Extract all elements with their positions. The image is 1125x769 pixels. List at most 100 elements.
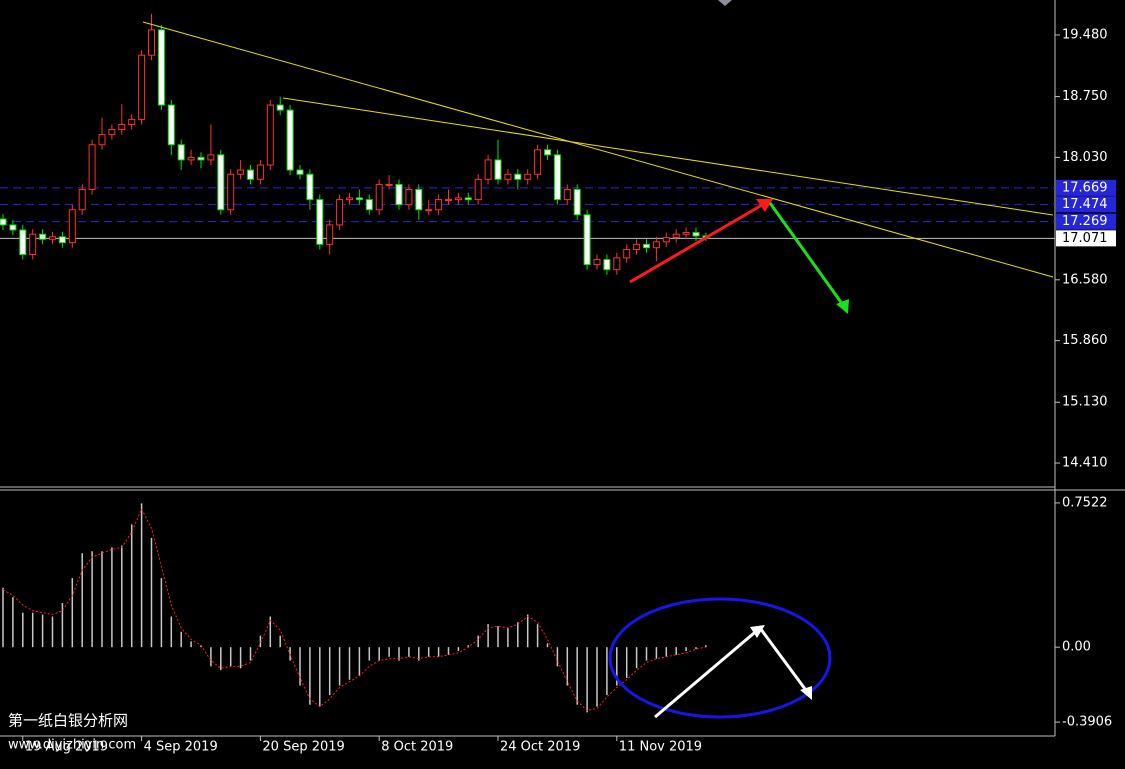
- candle-body: [207, 154, 215, 161]
- candle-body: [504, 173, 512, 180]
- candle-body: [108, 129, 116, 136]
- x-tick-label: 20 Sep 2019: [262, 740, 344, 755]
- candle-body: [336, 199, 344, 226]
- candle-body: [58, 236, 66, 244]
- watermark: www.diyizhiyin.com: [8, 738, 136, 753]
- candle-body: [237, 169, 245, 175]
- candle-body: [385, 183, 393, 186]
- arrow-head: [836, 299, 849, 314]
- candle-body: [445, 199, 452, 202]
- candle-body: [227, 173, 235, 211]
- candle-body: [98, 134, 106, 146]
- candle-body: [553, 154, 561, 201]
- candle-body: [534, 149, 542, 175]
- candle-body: [296, 169, 304, 175]
- candle-body: [623, 248, 631, 259]
- x-tick-label: 24 Oct 2019: [500, 740, 580, 755]
- last-price-box: [1056, 230, 1116, 247]
- candle-body: [88, 144, 96, 190]
- candle-body: [573, 188, 581, 216]
- candle-body: [672, 233, 680, 239]
- trend-line: [142, 21, 1054, 278]
- y-tick-label: 15.860: [1062, 333, 1108, 348]
- candle-body: [316, 199, 324, 245]
- candle-body: [19, 229, 27, 255]
- candle-body: [39, 233, 47, 240]
- candle-body: [464, 197, 472, 201]
- candle-body: [563, 188, 571, 201]
- candle-body: [633, 243, 641, 250]
- candle-body: [167, 104, 175, 146]
- candle-body: [514, 173, 522, 180]
- candle-body: [177, 144, 185, 161]
- candle-body: [118, 123, 126, 131]
- candle-body: [652, 241, 660, 249]
- candle-body: [484, 159, 492, 180]
- candle-body: [197, 156, 205, 161]
- candle-body: [365, 199, 373, 211]
- candle-body: [49, 236, 56, 240]
- candle-body: [346, 197, 353, 201]
- candle-body: [256, 164, 264, 180]
- candle-body: [68, 209, 76, 244]
- candle-body: [138, 54, 146, 120]
- candle-body: [355, 197, 363, 201]
- candle-body: [544, 149, 551, 156]
- candle-body: [494, 159, 502, 180]
- x-tick-label: 19 Aug 2019: [25, 740, 108, 755]
- arrow: [768, 202, 845, 306]
- candle-body: [148, 29, 155, 56]
- arrow-head: [756, 199, 773, 212]
- candle-body: [583, 214, 591, 266]
- y-tick-label: 19.480: [1062, 27, 1108, 42]
- trend-line: [282, 97, 1054, 216]
- candle-body: [405, 188, 413, 206]
- x-tick-label: 8 Oct 2019: [381, 740, 453, 755]
- candle-body: [326, 224, 334, 245]
- annotations: [142, 21, 1054, 719]
- price-label: 17.269: [1062, 214, 1108, 229]
- last-price-label: 17.071: [1062, 231, 1108, 246]
- x-tick-label: 11 Nov 2019: [619, 740, 702, 755]
- candle-body: [157, 29, 165, 106]
- candle-body: [682, 232, 690, 235]
- highlight-ellipse: [608, 597, 832, 719]
- candle-body: [415, 188, 423, 211]
- candle-body: [524, 173, 532, 180]
- y-tick-label: 16.580: [1062, 272, 1108, 287]
- candle-body: [247, 169, 254, 180]
- price-label-box: [1056, 196, 1116, 213]
- candle-body: [187, 156, 195, 161]
- candle-body: [276, 104, 284, 111]
- price-label-box: [1056, 179, 1116, 196]
- candle-body: [0, 218, 7, 226]
- x-tick-label: 4 Sep 2019: [144, 740, 218, 755]
- candle-body: [613, 257, 621, 271]
- arrow-head: [750, 625, 765, 638]
- price-label: 17.669: [1062, 180, 1108, 195]
- candle-body: [9, 224, 17, 231]
- y-tick-label: 0.00: [1062, 640, 1091, 655]
- candle-body: [78, 188, 86, 211]
- candle-body: [593, 259, 601, 266]
- candle-body: [454, 197, 462, 201]
- y-tick-label: 14.410: [1062, 456, 1108, 471]
- candle-body: [29, 233, 37, 255]
- candle-body: [306, 173, 314, 201]
- y-tick-label: 0.7522: [1062, 495, 1108, 510]
- arrow: [629, 203, 763, 284]
- y-tick-label: 18.750: [1062, 89, 1108, 104]
- price-label: 17.474: [1062, 197, 1108, 212]
- candle-body: [425, 209, 433, 212]
- candle-body: [395, 183, 403, 206]
- candle-body: [266, 104, 274, 166]
- watermark: 第一纸白银分析网: [8, 712, 128, 730]
- candle-body: [286, 109, 294, 171]
- y-tick-label: 15.130: [1062, 395, 1108, 410]
- candle-body: [662, 237, 670, 243]
- candle-body: [643, 243, 650, 249]
- candle-body: [474, 178, 482, 201]
